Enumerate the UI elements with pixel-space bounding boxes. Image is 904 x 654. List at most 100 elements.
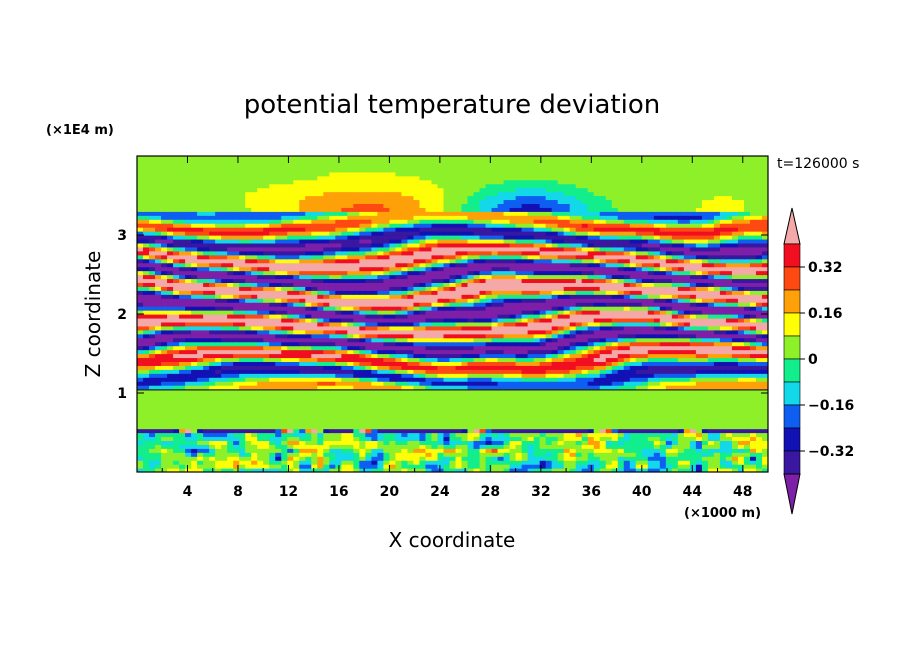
- contour-cell: [509, 369, 517, 374]
- contour-cell: [305, 420, 312, 426]
- contour-cell: [461, 428, 469, 434]
- contour-cell: [515, 337, 523, 343]
- contour-cell: [197, 468, 204, 472]
- contour-cell: [515, 385, 523, 390]
- contour-cell: [161, 369, 168, 374]
- contour-cell: [443, 329, 451, 335]
- contour-cell: [509, 365, 517, 370]
- contour-cell: [467, 460, 475, 465]
- contour-cell: [593, 412, 601, 418]
- contour-cell: [353, 290, 360, 295]
- contour-cell: [713, 420, 721, 426]
- contour-cell: [413, 377, 421, 382]
- contour-cell: [401, 294, 409, 299]
- contour-cell: [623, 432, 631, 438]
- contour-cell: [719, 464, 727, 469]
- contour-cell: [245, 412, 252, 418]
- contour-cell: [407, 373, 415, 378]
- contour-cell: [377, 325, 384, 331]
- contour-cell: [281, 294, 288, 299]
- contour-cell: [281, 345, 288, 351]
- contour-cell: [731, 369, 739, 374]
- contour-cell: [287, 337, 294, 343]
- contour-cell: [329, 310, 336, 315]
- contour-cell: [161, 385, 168, 390]
- contour-cell: [221, 321, 228, 327]
- contour-cell: [743, 361, 751, 366]
- contour-cell: [203, 420, 210, 426]
- contour-cell: [437, 420, 445, 426]
- contour-cell: [239, 436, 246, 441]
- contour-cell: [167, 353, 174, 359]
- contour-cell: [605, 333, 613, 339]
- contour-cell: [617, 373, 625, 378]
- contour-cell: [551, 341, 559, 347]
- contour-cell: [359, 317, 366, 323]
- contour-cell: [395, 329, 403, 335]
- contour-cell: [599, 353, 607, 359]
- contour-cell: [701, 365, 709, 370]
- contour-cell: [695, 389, 703, 394]
- contour-cell: [737, 310, 745, 315]
- contour-cell: [467, 345, 475, 351]
- contour-cell: [533, 424, 541, 430]
- contour-cell: [137, 290, 144, 295]
- contour-cell: [713, 452, 721, 457]
- contour-cell: [743, 357, 751, 362]
- contour-cell: [725, 448, 733, 453]
- contour-cell: [191, 400, 198, 406]
- contour-cell: [581, 464, 589, 469]
- contour-cell: [575, 456, 583, 461]
- contour-cell: [329, 444, 336, 449]
- contour-cell: [167, 400, 174, 406]
- contour-cell: [689, 306, 697, 311]
- contour-cell: [497, 396, 505, 402]
- contour-cell: [593, 389, 601, 394]
- contour-cell: [491, 464, 499, 469]
- contour-cell: [485, 310, 493, 315]
- contour-cell: [227, 329, 234, 335]
- contour-cell: [209, 444, 216, 449]
- contour-cell: [599, 337, 607, 343]
- contour-cell: [695, 321, 703, 327]
- contour-cell: [407, 424, 415, 430]
- contour-cell: [521, 440, 529, 445]
- contour-cell: [713, 298, 721, 303]
- contour-cell: [365, 365, 372, 370]
- contour-cell: [257, 333, 264, 339]
- contour-cell: [425, 333, 433, 339]
- contour-cell: [545, 345, 553, 351]
- contour-cell: [257, 337, 264, 343]
- contour-cell: [533, 373, 541, 378]
- contour-cell: [215, 460, 222, 465]
- contour-cell: [317, 317, 324, 323]
- contour-cell: [443, 436, 451, 441]
- contour-cell: [251, 298, 258, 303]
- contour-cell: [305, 298, 312, 303]
- contour-cell: [419, 460, 427, 465]
- contour-cell: [605, 345, 613, 351]
- contour-cell: [749, 381, 757, 386]
- contour-cell: [641, 317, 649, 323]
- contour-cell: [479, 337, 487, 343]
- contour-cell: [299, 396, 306, 402]
- contour-cell: [395, 468, 403, 472]
- contour-cell: [227, 420, 234, 426]
- contour-cell: [749, 452, 757, 457]
- contour-cell: [335, 420, 342, 426]
- contour-cell: [197, 314, 204, 319]
- contour-cell: [473, 345, 481, 351]
- contour-cell: [455, 448, 463, 453]
- contour-cell: [407, 361, 415, 366]
- contour-cell: [143, 408, 150, 414]
- contour-cell: [437, 353, 445, 359]
- contour-cell: [137, 282, 144, 287]
- contour-cell: [497, 452, 505, 457]
- contour-cell: [629, 357, 637, 362]
- contour-cell: [749, 444, 757, 449]
- contour-cell: [713, 416, 721, 422]
- contour-cell: [479, 310, 487, 315]
- contour-cell: [521, 373, 529, 378]
- contour-cell: [179, 321, 186, 327]
